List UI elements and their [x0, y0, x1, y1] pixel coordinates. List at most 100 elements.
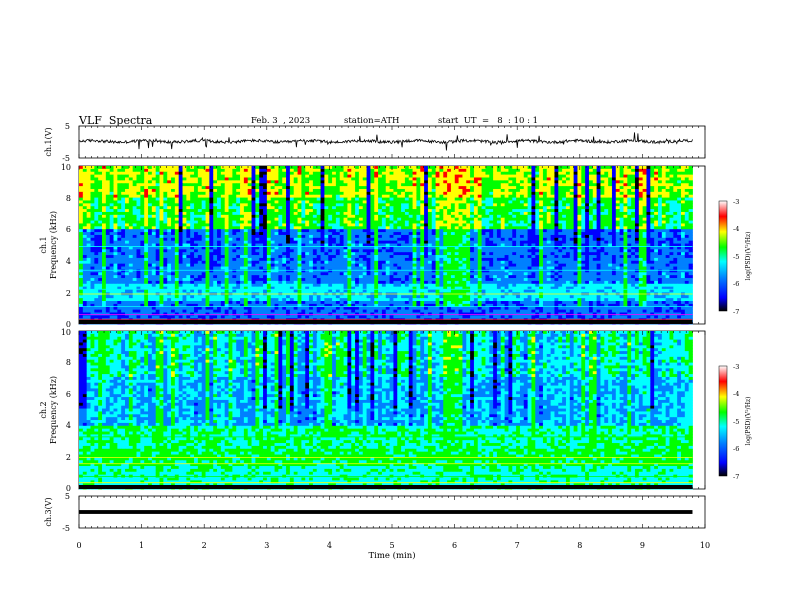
spectrogram-cell [562, 175, 566, 178]
spectrogram-cell [140, 189, 144, 192]
spectrogram-cell [171, 180, 175, 183]
spectrogram-cell [363, 215, 367, 218]
spectrogram-cell [194, 172, 198, 175]
spectrogram-cell [581, 229, 585, 232]
spectrogram-cell [321, 198, 325, 201]
spectrogram-cell [106, 186, 110, 189]
spectrogram-cell [508, 209, 512, 212]
spectrogram-cell [152, 212, 156, 215]
spectrogram-cell [474, 200, 478, 203]
spectrogram-cell [317, 183, 321, 186]
spectrogram-cell [117, 241, 121, 244]
spectrogram-cell [650, 226, 654, 229]
spectrogram-cell [501, 229, 505, 232]
spectrogram-cell [685, 215, 689, 218]
spectrogram-cell [336, 172, 340, 175]
spectrogram-cell [324, 198, 328, 201]
spectrogram-cell [539, 226, 543, 229]
spectrogram-cell [409, 235, 413, 238]
spectrogram-cell [650, 232, 654, 235]
spectrogram-cell [194, 241, 198, 244]
spectrogram-cell [459, 218, 463, 221]
spectrogram-cell [267, 249, 271, 252]
spectrogram-cell [225, 177, 229, 180]
spectrogram-cell [650, 209, 654, 212]
spectrogram-cell [432, 221, 436, 224]
spectrogram-cell [482, 238, 486, 241]
spectrogram-cell [110, 189, 114, 192]
spectrogram-cell [94, 206, 98, 209]
spectrogram-cell [183, 232, 187, 235]
spectrogram-cell [125, 175, 129, 178]
spectrogram-cell [600, 226, 604, 229]
spectrogram-cell [466, 186, 470, 189]
spectrogram-cell [439, 206, 443, 209]
spectrogram-cell [271, 209, 275, 212]
spectrogram-cell [87, 221, 91, 224]
spectrogram-cell [298, 172, 302, 175]
spectrogram-cell [129, 169, 133, 172]
spectrogram-cell [121, 206, 125, 209]
spectrogram-cell [405, 226, 409, 229]
spectrogram-cell [87, 215, 91, 218]
spectrogram-cell [512, 166, 516, 169]
spectrogram-cell [677, 180, 681, 183]
spectrogram-cell [643, 232, 647, 235]
spectrogram-cell [681, 200, 685, 203]
spectrogram-cell [608, 241, 612, 244]
spectrogram-cell [543, 232, 547, 235]
spectrogram-cell [390, 232, 394, 235]
spectrogram-cell [102, 238, 106, 241]
spectrogram-cell [608, 206, 612, 209]
spectrogram-cell [167, 166, 171, 169]
spectrogram-cell [336, 221, 340, 224]
spectrogram-cell [83, 183, 87, 186]
spectrogram-cell [420, 183, 424, 186]
spectrogram-cell [347, 172, 351, 175]
spectrogram-cell [413, 212, 417, 215]
spectrogram-cell [581, 175, 585, 178]
spectrogram-cell [374, 186, 378, 189]
spectrogram-cell [459, 175, 463, 178]
spectrogram-cell [658, 229, 662, 232]
spectrogram-cell [240, 235, 244, 238]
spectrogram-cell [190, 198, 194, 201]
spectrogram-cell [183, 203, 187, 206]
spectrogram-cell [566, 241, 570, 244]
spectrogram-cell [585, 249, 589, 252]
spectrogram-cell [489, 229, 493, 232]
spectrogram-cell [577, 212, 581, 215]
spectrogram-cell [397, 229, 401, 232]
spectrogram-cell [286, 186, 290, 189]
spectrogram-cell [424, 226, 428, 229]
spectrogram-cell [347, 241, 351, 244]
spectrogram-cell [382, 192, 386, 195]
spectrogram-cell [290, 209, 294, 212]
spectrogram-cell [347, 177, 351, 180]
spectrogram-cell [620, 238, 624, 241]
spectrogram-cell [589, 200, 593, 203]
spectrogram-cell [102, 221, 106, 224]
spectrogram-cell [462, 241, 466, 244]
spectrogram-cell [328, 249, 332, 252]
spectrogram-cell [681, 175, 685, 178]
spectrogram-cell [336, 177, 340, 180]
spectrogram-cell [328, 200, 332, 203]
spectrogram-cell [209, 198, 213, 201]
spectrogram-cell [585, 203, 589, 206]
spectrogram-cell [524, 175, 528, 178]
spectrogram-cell [374, 209, 378, 212]
spectrogram-cell [259, 215, 263, 218]
spectrogram-cell [554, 238, 558, 241]
spectrogram-cell [229, 229, 233, 232]
spectrogram-cell [294, 226, 298, 229]
spectrogram-cell [363, 235, 367, 238]
spectrogram-cell [163, 172, 167, 175]
spectrogram-cell [91, 172, 95, 175]
spectrogram-cell [424, 241, 428, 244]
spectrogram-cell [217, 226, 221, 229]
spectrogram-cell [597, 198, 601, 201]
spectrogram-cell [386, 203, 390, 206]
spectrogram-cell [493, 215, 497, 218]
spectrogram-cell [294, 175, 298, 178]
